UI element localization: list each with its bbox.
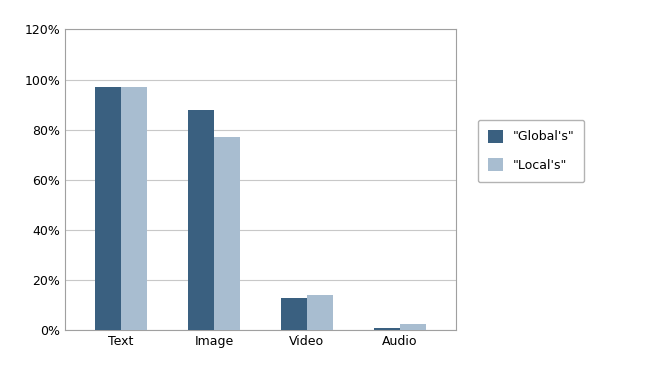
Bar [188, 110, 214, 330]
Bar [214, 137, 240, 330]
Bar [374, 328, 400, 330]
Bar [95, 87, 121, 330]
Bar [121, 87, 147, 330]
Bar [307, 295, 333, 330]
Bar [400, 324, 426, 330]
Legend: "Global's", "Local's": "Global's", "Local's" [478, 120, 585, 182]
Bar [281, 298, 307, 330]
